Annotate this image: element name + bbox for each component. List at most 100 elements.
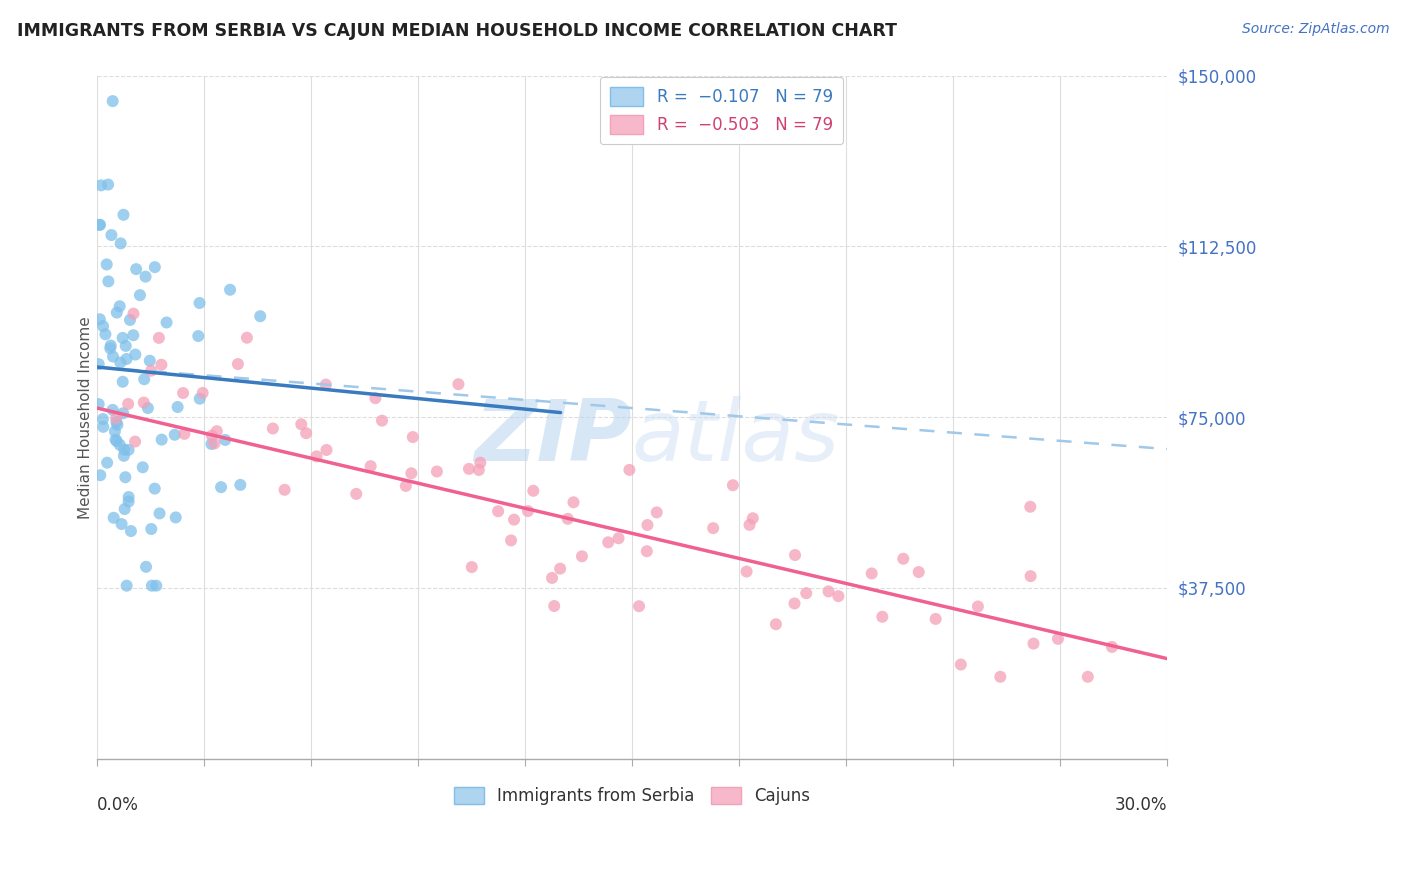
Point [499,533,522,548]
Point [817,584,839,599]
Point [96,257,118,271]
Point [166,400,188,414]
Point [738,517,761,532]
Point [143,482,166,496]
Point [89,218,111,232]
Point [1046,632,1069,646]
Point [112,406,135,420]
Point [108,299,131,313]
Text: ZIP: ZIP [474,396,631,479]
Point [94,327,117,342]
Point [108,438,131,452]
Point [249,310,271,324]
Point [100,338,122,352]
Point [229,478,252,492]
Point [117,397,139,411]
Text: IMMIGRANTS FROM SERBIA VS CAJUN MEDIAN HOUSEHOLD INCOME CORRELATION CHART: IMMIGRANTS FROM SERBIA VS CAJUN MEDIAN H… [17,22,897,40]
Point [721,478,744,492]
Point [458,462,481,476]
Point [112,449,135,463]
Point [765,617,787,632]
Point [114,339,136,353]
Point [98,342,121,356]
Point [371,414,394,428]
Point [136,401,159,415]
Point [741,511,763,525]
Point [125,262,148,277]
Point [949,657,972,672]
Point [96,456,118,470]
Point [360,459,382,474]
Point [132,395,155,409]
Point [447,377,470,392]
Point [135,559,157,574]
Point [173,426,195,441]
Point [598,535,620,549]
Y-axis label: Median Household Income: Median Household Income [79,316,93,518]
Point [91,412,114,426]
Legend: Immigrants from Serbia, Cajuns: Immigrants from Serbia, Cajuns [447,780,817,812]
Point [402,430,425,444]
Point [141,579,163,593]
Point [165,510,187,524]
Point [124,347,146,361]
Point [607,531,630,545]
Point [122,307,145,321]
Point [115,579,138,593]
Point [114,502,136,516]
Point [111,331,134,345]
Point [115,351,138,366]
Point [89,218,111,232]
Point [205,424,228,438]
Point [827,589,849,603]
Point [105,411,128,425]
Point [118,490,141,504]
Point [702,521,724,535]
Point [204,436,226,450]
Point [103,510,125,524]
Point [426,465,449,479]
Point [100,228,122,243]
Point [101,403,124,417]
Point [209,480,232,494]
Point [290,417,312,432]
Point [305,450,328,464]
Point [112,208,135,222]
Text: Source: ZipAtlas.com: Source: ZipAtlas.com [1241,22,1389,37]
Point [163,427,186,442]
Point [517,504,540,518]
Point [135,269,157,284]
Point [636,544,658,558]
Point [89,468,111,483]
Point [219,283,242,297]
Point [907,565,929,579]
Point [924,612,946,626]
Point [107,417,129,432]
Point [262,421,284,435]
Point [548,561,571,575]
Point [117,442,139,457]
Point [470,456,492,470]
Point [571,549,593,564]
Point [783,597,806,611]
Point [468,463,491,477]
Point [172,386,194,401]
Point [273,483,295,497]
Point [110,236,132,251]
Point [97,178,120,192]
Point [187,329,209,343]
Point [344,487,367,501]
Point [90,178,112,193]
Point [1019,500,1042,514]
Point [486,504,509,518]
Point [461,560,484,574]
Text: atlas: atlas [631,396,839,479]
Text: 0.0%: 0.0% [97,797,139,814]
Point [967,599,990,614]
Point [891,551,914,566]
Point [200,437,222,451]
Point [562,495,585,509]
Point [134,372,156,386]
Point [1019,569,1042,583]
Point [87,357,110,371]
